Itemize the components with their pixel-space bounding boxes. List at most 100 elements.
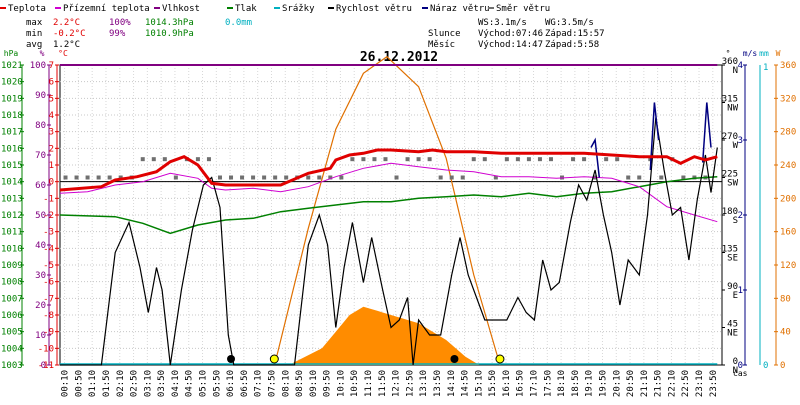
winddir-tick-label: 225 bbox=[722, 170, 738, 180]
wind-tick-label: 4 bbox=[738, 61, 743, 71]
temp-tick-label: -2 bbox=[43, 211, 54, 221]
stat-max-precip: 0.0mm bbox=[225, 18, 252, 28]
x-tick-label: 23:10 bbox=[695, 370, 705, 397]
legend-label: Srážky bbox=[282, 4, 315, 14]
wind-direction-point bbox=[306, 175, 311, 180]
temp-tick-label: 3 bbox=[49, 128, 54, 138]
wind-gust-line bbox=[701, 102, 712, 163]
wind-direction-point bbox=[240, 175, 245, 180]
winddir-tick-label: 90 bbox=[727, 282, 738, 292]
temp-tick-label: -7 bbox=[43, 294, 54, 304]
x-tick-label: 09:10 bbox=[309, 370, 319, 397]
pressure-tick-label: 1017 bbox=[1, 128, 23, 138]
temp-tick-label: 7 bbox=[49, 61, 54, 71]
x-tick-label: 18:50 bbox=[571, 370, 581, 397]
pressure-tick-label: 1010 bbox=[1, 244, 23, 254]
wind-direction-point bbox=[328, 175, 333, 180]
wind-direction-point bbox=[626, 175, 631, 180]
x-tick-label: 04:50 bbox=[185, 370, 195, 397]
x-tick-label: 08:50 bbox=[295, 370, 305, 397]
wind-direction-point bbox=[460, 175, 465, 180]
wind-direction-point bbox=[394, 175, 399, 180]
wind-direction-point bbox=[416, 157, 421, 162]
wind-direction-point bbox=[262, 175, 267, 180]
wind-direction-point bbox=[681, 175, 686, 180]
temp-tick-label: -5 bbox=[43, 261, 54, 271]
x-tick-label: 22:50 bbox=[681, 370, 691, 397]
wind-direction-point bbox=[317, 175, 322, 180]
legend-label: Rychlost větru bbox=[336, 4, 412, 14]
winddir-compass-label: N bbox=[733, 366, 738, 376]
wind-direction-point bbox=[515, 157, 520, 162]
wind-direction-point bbox=[107, 175, 112, 180]
solar-tick-label: 320 bbox=[780, 94, 796, 104]
temp-tick-label: 0 bbox=[49, 178, 54, 188]
x-tick-label: 03:50 bbox=[157, 370, 167, 397]
solar-tick-label: 160 bbox=[780, 228, 796, 238]
info-wg: WG:3.5m/s bbox=[545, 18, 594, 28]
x-tick-label: 04:10 bbox=[171, 370, 181, 397]
wind-direction-point bbox=[284, 175, 289, 180]
humidity-tick-label: 30 bbox=[35, 271, 46, 281]
wind-direction-point bbox=[637, 175, 642, 180]
solar-tick-label: 0 bbox=[780, 361, 785, 371]
wind-direction-point bbox=[438, 175, 443, 180]
pressure-tick-label: 1021 bbox=[1, 61, 23, 71]
axis-title-bottom: čas bbox=[733, 368, 748, 378]
axis-title-right: mm bbox=[759, 49, 769, 58]
x-tick-label: 23:50 bbox=[709, 370, 719, 397]
x-tick-label: 01:10 bbox=[88, 370, 98, 397]
winddir-tick-label: 270 bbox=[722, 132, 738, 142]
humidity-tick-label: 90 bbox=[35, 91, 46, 101]
temp-tick-label: -4 bbox=[43, 244, 54, 254]
x-tick-label: 21:50 bbox=[654, 370, 664, 397]
plot-area: 1003100410051006100710081009101010111012… bbox=[1, 55, 796, 397]
wind-direction-point bbox=[427, 157, 432, 162]
x-tick-label: 13:50 bbox=[433, 370, 443, 397]
wind-tick-label: 3 bbox=[738, 136, 743, 146]
axis-title-left: % bbox=[40, 49, 45, 58]
pressure-tick-label: 1005 bbox=[1, 328, 23, 338]
x-tick-label: 14:50 bbox=[461, 370, 471, 397]
wind-direction-point bbox=[471, 157, 476, 162]
pressure-tick-label: 1013 bbox=[1, 194, 23, 204]
stat-avg-temp: 1.2°C bbox=[53, 40, 80, 50]
axis-title-right: ° bbox=[726, 49, 731, 58]
wind-direction-point bbox=[526, 157, 531, 162]
temp-tick-label: 6 bbox=[49, 78, 54, 88]
wind-direction-point bbox=[74, 175, 79, 180]
pressure-tick-label: 1006 bbox=[1, 311, 23, 321]
wind-direction-point bbox=[85, 175, 90, 180]
wind-speed-line bbox=[60, 117, 718, 366]
wind-direction-point bbox=[229, 175, 234, 180]
wind-gust-line bbox=[590, 137, 601, 178]
winddir-compass-label: N bbox=[733, 66, 738, 76]
x-tick-label: 20:50 bbox=[626, 370, 636, 397]
x-tick-label: 05:10 bbox=[199, 370, 209, 397]
wind-direction-point bbox=[273, 175, 278, 180]
x-tick-label: 06:10 bbox=[226, 370, 236, 397]
sunshine-curve bbox=[274, 55, 501, 366]
legend-label: Vlhkost bbox=[162, 4, 200, 14]
stat-max-label: max bbox=[26, 18, 43, 28]
chart-title: 26.12.2012 bbox=[360, 50, 438, 65]
info-block: WS:3.1m/s WG:3.5m/s Slunce Východ:07:46 … bbox=[428, 18, 605, 50]
wind-direction-point bbox=[537, 157, 542, 162]
temp-tick-label: -9 bbox=[43, 328, 54, 338]
solar-tick-label: 40 bbox=[780, 328, 791, 338]
x-tick-label: 19:10 bbox=[585, 370, 595, 397]
humidity-tick-label: 20 bbox=[35, 301, 46, 311]
wind-direction-point bbox=[162, 157, 167, 162]
wind-direction-point bbox=[449, 175, 454, 180]
x-tick-label: 00:10 bbox=[61, 370, 71, 397]
x-tick-label: 12:50 bbox=[405, 370, 415, 397]
pressure-tick-label: 1018 bbox=[1, 111, 23, 121]
winddir-compass-label: E bbox=[733, 291, 738, 301]
wind-direction-point bbox=[339, 175, 344, 180]
stat-min-label: min bbox=[26, 29, 42, 39]
temp-tick-label: -11 bbox=[38, 361, 54, 371]
solar-tick-label: 360 bbox=[780, 61, 796, 71]
temp-tick-label: -8 bbox=[43, 311, 54, 321]
wind-direction-point bbox=[692, 175, 697, 180]
